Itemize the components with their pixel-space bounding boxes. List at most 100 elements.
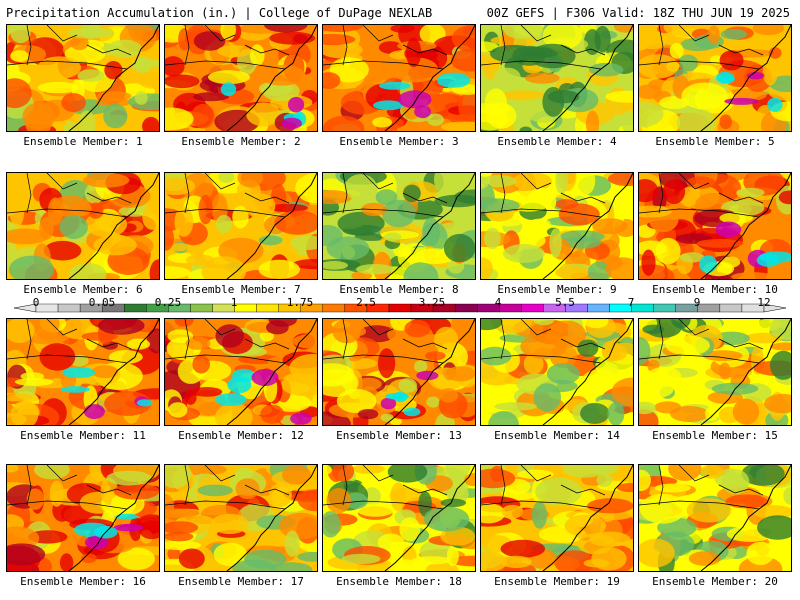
ensemble-member-label: Ensemble Member: 5 bbox=[655, 135, 775, 148]
colorbar-tick-label: 3.25 bbox=[418, 296, 446, 309]
coastline bbox=[384, 465, 475, 571]
coastline bbox=[384, 319, 475, 425]
state-borders bbox=[165, 173, 290, 218]
precipitation-field bbox=[323, 25, 475, 131]
ensemble-map-panel bbox=[322, 318, 476, 426]
colorbar-swatch bbox=[322, 303, 346, 313]
ensemble-member-label: Ensemble Member: 9 bbox=[497, 283, 617, 296]
colorbar-swatch bbox=[124, 303, 147, 313]
coastline bbox=[700, 319, 791, 425]
precipitation-field bbox=[639, 173, 791, 279]
colorbar-tick-label: 0 bbox=[32, 296, 40, 309]
state-borders bbox=[165, 25, 290, 70]
precipitation-field bbox=[7, 319, 159, 425]
coastline bbox=[700, 173, 791, 279]
state-borders bbox=[323, 465, 448, 510]
ensemble-member-label: Ensemble Member: 14 bbox=[494, 429, 620, 442]
coastline bbox=[700, 25, 791, 131]
colorbar-swatch bbox=[234, 303, 257, 313]
state-borders bbox=[481, 465, 606, 510]
colorbar-tick-label: 2.5 bbox=[356, 296, 376, 309]
state-borders bbox=[639, 173, 764, 218]
ensemble-map-panel bbox=[164, 24, 318, 132]
coastline bbox=[700, 465, 791, 571]
state-borders bbox=[7, 25, 132, 70]
precipitation-field bbox=[639, 319, 791, 425]
state-borders bbox=[639, 465, 764, 510]
coastline bbox=[68, 25, 159, 131]
ensemble-map-panel bbox=[6, 318, 160, 426]
coastline bbox=[384, 173, 475, 279]
ensemble-map-panel bbox=[638, 464, 792, 572]
valid-time-label: 00Z GEFS | F306 Valid: 18Z THU JUN 19 20… bbox=[486, 6, 790, 20]
ensemble-member-label: Ensemble Member: 4 bbox=[497, 135, 617, 148]
coastline bbox=[542, 173, 633, 279]
precipitation-field bbox=[165, 319, 317, 425]
colorbar-tick-label: 7 bbox=[627, 296, 635, 309]
ensemble-map-panel bbox=[638, 318, 792, 426]
ensemble-map-panel bbox=[6, 24, 160, 132]
state-borders bbox=[7, 173, 132, 218]
colorbar-tick-label: 9 bbox=[693, 296, 701, 309]
precipitation-field bbox=[323, 465, 475, 571]
colorbar-tick-label: 1.75 bbox=[286, 296, 314, 309]
precipitation-field bbox=[639, 25, 791, 131]
state-borders bbox=[323, 25, 448, 70]
state-borders bbox=[7, 465, 132, 510]
precipitation-field bbox=[165, 25, 317, 131]
colorbar-max-arrow bbox=[763, 303, 787, 313]
coastline bbox=[542, 465, 633, 571]
map-title: Precipitation Accumulation (in.) | Colle… bbox=[6, 6, 433, 20]
colorbar-swatch bbox=[190, 303, 213, 313]
coastline bbox=[226, 173, 317, 279]
state-borders bbox=[639, 319, 764, 364]
ensemble-map-panel bbox=[6, 464, 160, 572]
state-borders bbox=[481, 319, 606, 364]
coastline bbox=[226, 25, 317, 131]
coastline bbox=[68, 173, 159, 279]
ensemble-map-panel bbox=[164, 172, 318, 280]
coastline bbox=[226, 465, 317, 571]
ensemble-member-label: Ensemble Member: 1 bbox=[23, 135, 143, 148]
colorbar-swatch bbox=[587, 303, 610, 313]
precipitation-field bbox=[481, 465, 633, 571]
state-borders bbox=[639, 25, 764, 70]
ensemble-member-label: Ensemble Member: 11 bbox=[20, 429, 146, 442]
precipitation-field bbox=[481, 25, 633, 131]
colorbar-tick-label: 1 bbox=[230, 296, 238, 309]
ensemble-map-panel bbox=[480, 318, 634, 426]
coastline bbox=[226, 319, 317, 425]
state-borders bbox=[165, 319, 290, 364]
coastline bbox=[68, 465, 159, 571]
ensemble-member-label: Ensemble Member: 17 bbox=[178, 575, 304, 588]
ensemble-member-label: Ensemble Member: 16 bbox=[20, 575, 146, 588]
coastline bbox=[542, 25, 633, 131]
state-borders bbox=[323, 173, 448, 218]
ensemble-map-panel bbox=[638, 24, 792, 132]
precipitation-field bbox=[323, 173, 475, 279]
state-borders bbox=[7, 319, 132, 364]
precipitation-field bbox=[165, 173, 317, 279]
precipitation-field bbox=[7, 25, 159, 131]
colorbar-swatch bbox=[499, 303, 522, 313]
ensemble-map-panel bbox=[164, 464, 318, 572]
colorbar-swatch bbox=[454, 303, 478, 313]
ensemble-member-label: Ensemble Member: 7 bbox=[181, 283, 301, 296]
ensemble-map-panel bbox=[164, 318, 318, 426]
ensemble-map-panel bbox=[322, 24, 476, 132]
ensemble-member-label: Ensemble Member: 2 bbox=[181, 135, 301, 148]
ensemble-map-panel bbox=[480, 24, 634, 132]
coastline bbox=[68, 319, 159, 425]
ensemble-member-label: Ensemble Member: 8 bbox=[339, 283, 459, 296]
colorbar-swatch bbox=[57, 303, 81, 313]
colorbar-tick-label: 0.25 bbox=[154, 296, 182, 309]
colorbar-tick-label: 12 bbox=[757, 296, 771, 309]
ensemble-map-panel bbox=[480, 172, 634, 280]
colorbar-tick-label: 4 bbox=[494, 296, 502, 309]
precipitation-field bbox=[7, 465, 159, 571]
precipitation-field bbox=[165, 465, 317, 571]
colorbar-swatch bbox=[653, 303, 676, 313]
precipitation-colorbar bbox=[13, 303, 787, 313]
colorbar-swatch bbox=[388, 303, 412, 313]
ensemble-map-panel bbox=[480, 464, 634, 572]
